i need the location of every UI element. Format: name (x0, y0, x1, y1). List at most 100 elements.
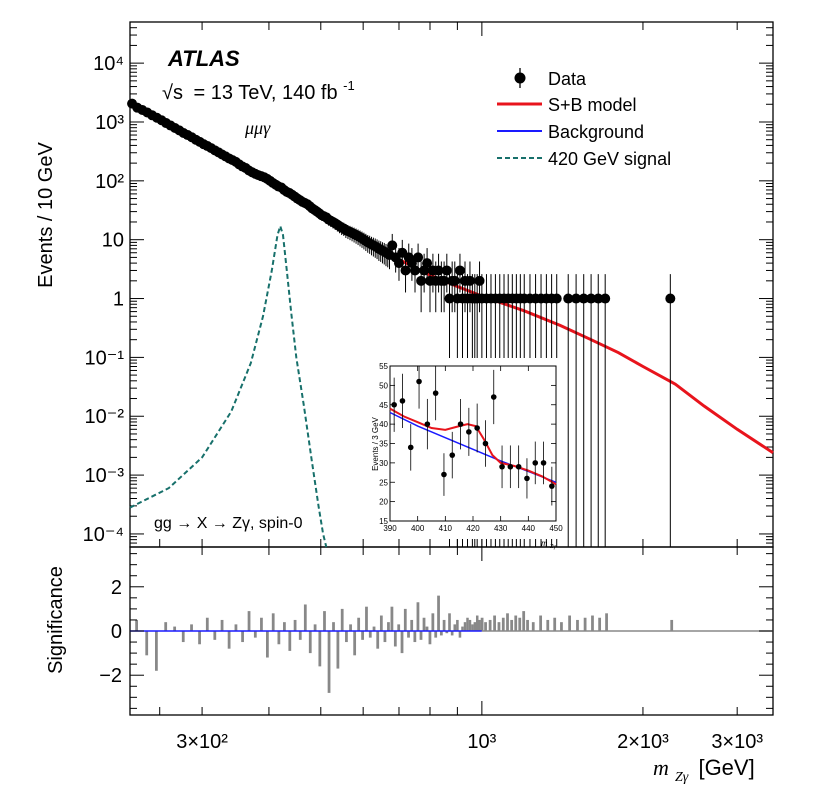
legend-item-data: Data (514, 68, 587, 89)
x-axis-title: m Zγ [GeV] (653, 755, 755, 786)
y-tick-label: 10⁻³ (85, 465, 125, 487)
inset-plot: 390 400 410 420 430 440 450152025303540455055 … (369, 358, 567, 550)
significance-bar (407, 631, 410, 638)
significance-bar (471, 624, 474, 631)
inset-y-axis-title: Events / 3 GeV (371, 416, 380, 470)
significance-bar (510, 619, 514, 631)
significance-bar (220, 619, 224, 631)
significance-bar (213, 631, 217, 640)
data-point (600, 293, 611, 304)
significance-bar (145, 631, 149, 656)
y-axis-title-main: Events / 10 GeV (35, 142, 57, 288)
inset-data-point (507, 463, 514, 470)
sqrt-s-label: √s (162, 82, 183, 104)
significance-bar (463, 622, 467, 631)
significance-bar (357, 617, 361, 631)
significance-bar (247, 611, 251, 631)
significance-bar (526, 619, 529, 631)
significance-bar (591, 615, 594, 631)
significance-bar (422, 617, 426, 631)
data-point (571, 293, 582, 304)
inset-x-tick-label: 430 (494, 524, 508, 533)
inset-y-tick-label: 45 (379, 401, 388, 410)
significance-bar (376, 631, 380, 649)
significance-bar (393, 631, 397, 647)
x-axis-sub: Zγ (675, 770, 689, 785)
significance-bar (480, 617, 484, 631)
significance-bar (484, 622, 487, 631)
inset-y-tick-label: 25 (379, 478, 388, 487)
significance-bar (227, 631, 231, 649)
significance-bar (439, 631, 443, 636)
significance-bar (670, 619, 674, 631)
lumi-exponent: -1 (343, 78, 355, 93)
significance-bar (135, 619, 138, 631)
significance-bar (397, 624, 401, 631)
significance-bar (531, 622, 535, 631)
sig-y-tick-label: 2 (111, 577, 122, 599)
inset-data-point (432, 390, 439, 396)
data-point (410, 265, 421, 276)
significance-bar (456, 619, 459, 631)
significance-bar (181, 631, 185, 643)
significance-bar (431, 613, 435, 631)
significance-bar (448, 613, 451, 631)
y-tick-label: 10 (102, 230, 124, 252)
significance-bar (234, 624, 238, 631)
inset-y-tick-label: 20 (379, 498, 388, 507)
x-axis-unit: [GeV] (698, 755, 754, 780)
significance-bar (205, 617, 209, 631)
y-tick-label: 1 (113, 289, 124, 311)
inset-x-axis-title: m Zγ (541, 538, 556, 550)
inset-y-tick-label: 55 (379, 362, 388, 371)
significance-bar (434, 631, 438, 638)
energy-label: = 13 TeV, 140 fb (194, 82, 338, 104)
data-point (400, 265, 411, 276)
inset-data-point (524, 475, 530, 482)
inset-data-point (532, 460, 539, 466)
significance-bar (425, 626, 429, 631)
x-tick-label: 2×10³ (617, 731, 669, 753)
inset-x-sub: Zγ (550, 544, 556, 550)
data-point (578, 293, 589, 304)
significance-bar (298, 631, 302, 640)
significance-bar (379, 615, 383, 631)
signal-curve (129, 222, 328, 548)
main-axis-ticks: 10⁻⁴ 10⁻³ 10⁻² 10⁻¹ 1 10 10² 10³ 10⁴ 3×10² 10³ 2×10… (83, 21, 773, 753)
inset-data-point (499, 463, 505, 470)
x-tick-label: 3×10² (176, 731, 228, 753)
significance-bar (403, 608, 407, 631)
data-point (593, 293, 604, 304)
inset-y-tick-label: 35 (379, 440, 388, 449)
inset-data-point (416, 378, 422, 385)
inset-y-tick-label: 15 (379, 517, 388, 526)
sig-y-tick-label: 0 (111, 621, 122, 643)
significance-bar (522, 611, 526, 631)
inset-axis-ticks: 390 400 410 420 430 440 450 15 20 25 30 35 40 45 50 55 (379, 362, 563, 533)
significance-bar (349, 624, 352, 631)
data-point (551, 293, 562, 304)
energy-lumi-label: √s = 13 TeV, 140 fb -1 (162, 78, 355, 104)
data-point (586, 293, 597, 304)
significance-bar (475, 615, 479, 631)
significance-bar (514, 615, 518, 631)
inset-x-tick-label: 450 (549, 524, 563, 533)
legend-item-sb-model: S+B model (497, 95, 637, 115)
experiment-label: ATLAS (167, 46, 240, 71)
inset-data-point (490, 394, 497, 400)
significance-bar (419, 631, 423, 640)
significance-bar (428, 631, 432, 645)
svg-text:m Zγ [GeV]: m Zγ [GeV] (653, 755, 755, 786)
data-point (441, 265, 452, 276)
significance-bar (445, 631, 449, 634)
significance-bar (442, 619, 446, 631)
significance-bar (288, 631, 292, 651)
significance-bar (478, 619, 481, 631)
data-point (454, 265, 465, 276)
significance-bar (266, 631, 269, 658)
inset-data-point (449, 452, 456, 458)
significance-bar (336, 631, 340, 669)
inset-data-point (399, 398, 406, 404)
significance-bar (164, 622, 168, 631)
